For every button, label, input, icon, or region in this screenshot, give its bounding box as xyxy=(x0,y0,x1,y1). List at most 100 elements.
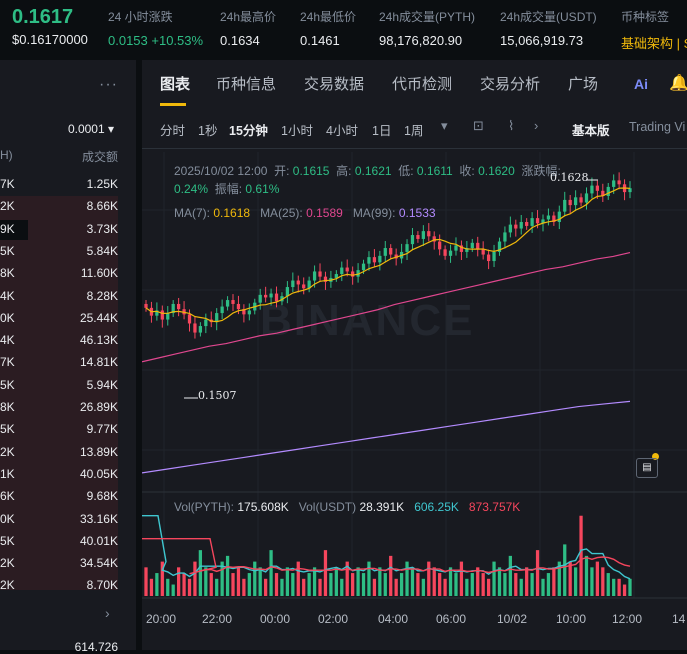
trade-amount: 6K xyxy=(0,489,15,504)
stat-value: 15,066,919.73 xyxy=(500,33,584,48)
tab-square[interactable]: 广场 xyxy=(568,76,599,93)
trade-row[interactable]: 2K 34.54K xyxy=(0,553,136,575)
trade-row[interactable]: 5K 9.77K xyxy=(0,419,136,441)
volume-bar xyxy=(291,573,295,596)
volume-bar xyxy=(312,567,317,596)
trade-amount: 0K xyxy=(0,310,15,325)
candlestick-chart[interactable] xyxy=(142,60,687,650)
volume-bar xyxy=(345,561,349,596)
trade-row[interactable]: 2K 8.70K xyxy=(0,575,136,597)
ma25-value: 0.1589 xyxy=(306,206,343,220)
trade-amount: 2K xyxy=(0,556,15,571)
stat-coin-tags: 币种标签 基础架构 | S xyxy=(621,8,687,52)
candle-body xyxy=(394,254,398,259)
volume-bar xyxy=(617,578,621,596)
trade-row[interactable]: 7K 14.81K xyxy=(0,352,136,374)
timeframe-1s[interactable]: 1秒 xyxy=(198,124,218,138)
trade-row[interactable]: 8K 26.89K xyxy=(0,397,136,419)
volume-bar xyxy=(573,567,578,596)
tab-chart[interactable]: 图表 xyxy=(160,76,191,93)
volume-bar xyxy=(389,555,393,596)
candle-body xyxy=(617,180,621,185)
x-axis-tick: 06:00 xyxy=(436,612,467,626)
active-tab-underline xyxy=(160,103,186,106)
volume-bar xyxy=(149,578,154,596)
volume-bar xyxy=(459,561,464,596)
stat-value: 98,176,820.90 xyxy=(379,33,463,48)
candle-body xyxy=(312,271,317,281)
trade-row[interactable]: 1K 40.05K xyxy=(0,464,136,486)
last-price-usd: $0.16170000 xyxy=(12,32,88,47)
candle-body xyxy=(258,294,262,303)
candle-body xyxy=(220,306,224,314)
volume-bar xyxy=(476,567,480,596)
trade-row[interactable]: 6K 9.68K xyxy=(0,486,136,508)
tab-trading-data[interactable]: 交易数据 xyxy=(304,76,365,93)
trade-row[interactable]: 8K 11.60K xyxy=(0,263,136,285)
ai-icon[interactable]: Ai xyxy=(634,76,648,92)
timeframe-1w[interactable]: 1周 xyxy=(404,124,424,138)
volume-bar xyxy=(394,578,398,596)
trade-row[interactable]: 5K 5.94K xyxy=(0,375,136,397)
tab-coin-info[interactable]: 币种信息 xyxy=(216,76,277,93)
timeframe-1d[interactable]: 1日 xyxy=(372,124,392,138)
trade-amount: 1K xyxy=(0,466,15,481)
trade-row[interactable]: 9K 3.73K xyxy=(0,219,136,241)
tick-size-select[interactable]: 0.0001 ▾ xyxy=(67,122,114,136)
candle-date: 2025/10/02 12:00 xyxy=(174,164,268,178)
candle-body xyxy=(361,263,366,271)
candle-body xyxy=(367,257,371,264)
ma99-line xyxy=(142,400,631,474)
candle-body xyxy=(372,257,377,263)
trade-turnover: 3.73K xyxy=(86,221,118,236)
trade-row[interactable]: 2K 13.89K xyxy=(0,442,136,464)
volume-bar xyxy=(410,567,415,596)
trade-amount: 2K xyxy=(0,199,15,214)
view-tradingview-button[interactable]: Trading Vi xyxy=(629,120,686,134)
volume-bar xyxy=(253,561,257,596)
view-basic-button[interactable]: 基本版 xyxy=(572,124,610,138)
x-axis-tick: 00:00 xyxy=(260,612,291,626)
candle-body xyxy=(519,222,523,229)
candle-body xyxy=(535,218,540,224)
trade-turnover: 26.89K xyxy=(79,400,118,414)
volume-bar xyxy=(612,578,616,596)
timeframe-15m[interactable]: 15分钟 xyxy=(229,124,268,138)
tab-token-check[interactable]: 代币检测 xyxy=(392,76,453,93)
ellipsis-icon[interactable]: ··· xyxy=(99,76,118,93)
timeframe-time[interactable]: 分时 xyxy=(160,124,186,138)
trade-row[interactable]: 0K 25.44K xyxy=(0,308,136,330)
candle-body xyxy=(176,303,181,310)
price-alert-icon[interactable]: ▤ xyxy=(636,458,658,478)
candle-body xyxy=(454,245,458,251)
candle-body xyxy=(383,248,387,256)
chart-style-icon[interactable]: ⌇ xyxy=(508,118,515,133)
trade-row[interactable]: 0K 33.16K xyxy=(0,509,136,531)
timeframe-4h[interactable]: 4小时 xyxy=(326,124,358,138)
trade-row[interactable]: 7K 1.25K xyxy=(0,174,136,196)
trade-amount: 8K xyxy=(0,400,15,414)
trade-row[interactable]: 2K 8.66K xyxy=(0,196,136,218)
trade-row[interactable]: 4K 46.13K xyxy=(0,330,136,352)
trade-row[interactable]: 4K 8.28K xyxy=(0,286,136,308)
candle-body xyxy=(225,300,230,307)
volume-bar xyxy=(606,573,610,596)
chevron-right-icon[interactable]: › xyxy=(105,605,110,621)
candle-body xyxy=(492,251,496,262)
x-axis-tick: 04:00 xyxy=(378,612,409,626)
indicator-icon[interactable]: ⊡ xyxy=(473,118,484,133)
bell-icon[interactable]: 🔔 xyxy=(669,75,687,92)
tab-trade-analysis[interactable]: 交易分析 xyxy=(480,76,541,93)
trade-row[interactable]: 5K 5.84K xyxy=(0,241,136,263)
coin-tag-link[interactable]: 基础架构 | S xyxy=(621,36,687,51)
volume-bar xyxy=(535,550,540,596)
timeframe-1h[interactable]: 1小时 xyxy=(281,124,313,138)
chevron-right-icon[interactable]: › xyxy=(534,118,539,133)
timeframe-dropdown-icon[interactable]: ▾ xyxy=(441,118,448,133)
candle-body xyxy=(606,186,610,197)
volume-bar xyxy=(280,578,284,596)
trade-amount: 5K xyxy=(0,533,15,548)
trade-row[interactable]: 5K 40.01K xyxy=(0,531,136,553)
ma99-value: 0.1533 xyxy=(398,206,436,220)
volume-bar xyxy=(236,567,241,596)
